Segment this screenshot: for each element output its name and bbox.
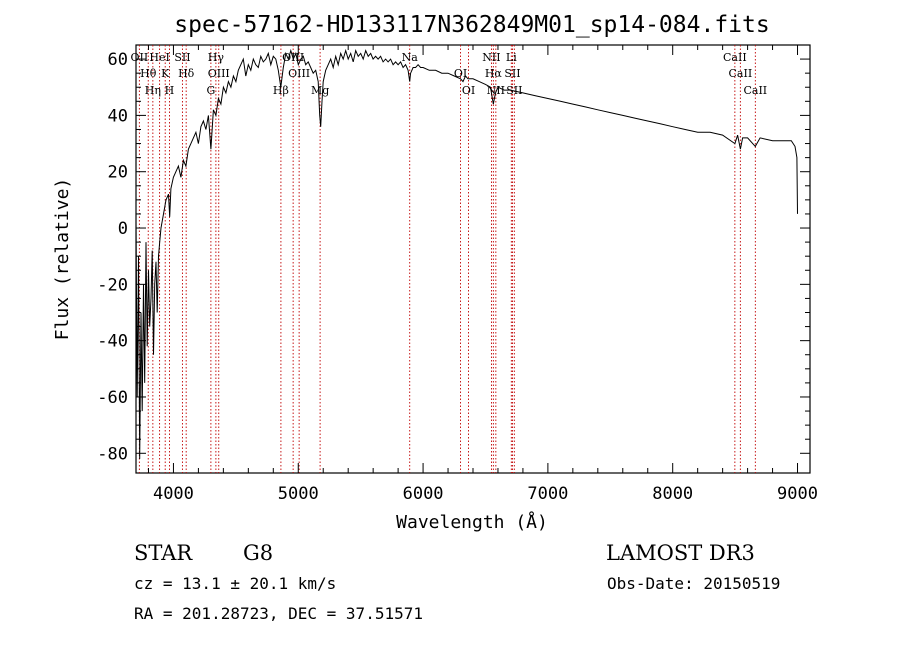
marker-label: Hα: [485, 67, 503, 80]
marker-label: K: [161, 67, 170, 80]
y-tick-label: 40: [108, 106, 128, 126]
marker-label: Na: [402, 51, 419, 64]
y-tick-label: -60: [97, 388, 128, 408]
plot-frame: [135, 44, 811, 474]
marker-label: G: [206, 84, 215, 97]
marker-label: Hθ: [140, 67, 157, 80]
marker-label: NII: [482, 51, 500, 64]
marker-label: Li: [506, 51, 517, 64]
x-tick-label: 7000: [527, 484, 568, 504]
marker-label: OI: [454, 67, 467, 80]
y-tick-label: 0: [118, 219, 128, 239]
x-tick-label: 8000: [652, 484, 693, 504]
obs-date: Obs-Date: 20150519: [607, 574, 780, 593]
survey-name: LAMOST DR3: [606, 541, 755, 565]
marker-label: CaII: [723, 51, 747, 64]
x-tick-label: 6000: [403, 484, 444, 504]
y-tick-label: -40: [97, 332, 128, 352]
marker-label: Hδ: [178, 67, 195, 80]
subclass: G8: [243, 541, 273, 565]
line-marker-labels: OIIHθHηHeIKHSIIHδGHγOIIIHβOIIIOIIIMgNaOI…: [131, 51, 768, 97]
y-tick-label: 20: [108, 163, 128, 183]
y-tick-label: -20: [97, 275, 128, 295]
y-tick-label: -80: [97, 444, 128, 464]
x-tick-label: 5000: [278, 484, 319, 504]
y-tick-label: 60: [108, 50, 128, 70]
x-tick-label: 4000: [153, 484, 194, 504]
marker-label: OII: [131, 51, 149, 64]
line-markers: [138, 45, 756, 473]
marker-label: CaII: [743, 84, 767, 97]
marker-label: Hη: [145, 84, 161, 97]
marker-label: OIII: [288, 67, 310, 80]
marker-label: OI: [462, 84, 475, 97]
velocity-readout: cz = 13.1 ± 20.1 km/s: [134, 574, 336, 593]
spectrum-line: [135, 48, 798, 459]
marker-label: Hβ: [273, 84, 289, 97]
marker-label: OIII: [208, 67, 230, 80]
coordinates: RA = 201.28723, DEC = 37.51571: [134, 604, 423, 623]
marker-label: Hγ: [208, 51, 225, 64]
marker-label: NII: [487, 84, 505, 97]
x-axis-label: Wavelength (Å): [396, 511, 548, 533]
y-axis-ticks: -80 -60 -40 -20 0 20 40 60: [97, 50, 810, 464]
object-class: STAR: [134, 541, 193, 565]
y-axis-label: Flux (relative): [52, 178, 73, 341]
marker-label: H: [165, 84, 175, 97]
marker-label: SII: [504, 67, 520, 80]
marker-label: Mg: [311, 84, 329, 97]
marker-label: SII: [174, 51, 190, 64]
x-axis-ticks: 4000 5000 6000 7000 8000 9000: [147, 45, 818, 504]
x-tick-label: 9000: [777, 484, 818, 504]
marker-label: HeI: [149, 51, 169, 64]
marker-label: CaII: [729, 67, 753, 80]
chart-title: spec-57162-HD133117N362849M01_sp14-084.f…: [174, 12, 769, 38]
